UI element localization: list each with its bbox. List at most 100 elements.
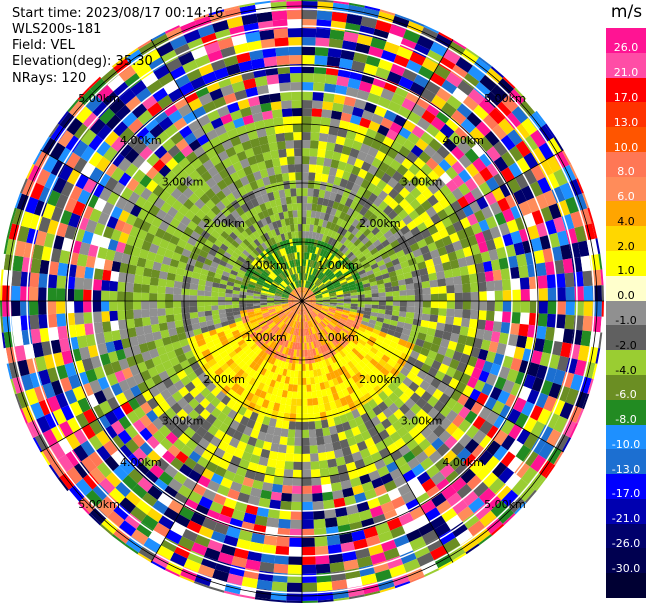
range-gate [113, 339, 124, 351]
range-gate [270, 271, 278, 278]
range-gate [263, 118, 275, 128]
range-gate [183, 89, 199, 104]
range-gate [77, 189, 91, 205]
range-gate [362, 189, 373, 200]
range-gate [221, 405, 232, 416]
range-gate [67, 98, 80, 113]
range-gate [330, 246, 337, 254]
range-gate [279, 156, 288, 166]
range-gate [383, 229, 394, 240]
range-gate [191, 542, 208, 556]
range-gate [478, 219, 490, 232]
range-gate [389, 468, 403, 481]
range-gate [391, 419, 404, 432]
range-gate [329, 302, 337, 305]
range-gate [261, 110, 274, 120]
range-gate [387, 413, 399, 425]
range-gate [420, 457, 435, 471]
range-gate [144, 332, 155, 343]
range-gate [382, 154, 394, 166]
range-gate [354, 230, 363, 239]
range-gate [328, 323, 335, 330]
range-gate [68, 212, 81, 228]
range-gate [448, 455, 464, 471]
range-gate [340, 316, 348, 321]
range-gate [245, 503, 259, 516]
range-gate [288, 311, 294, 318]
range-gate [495, 101, 512, 119]
range-gate [309, 301, 316, 303]
range-gate [429, 314, 439, 323]
range-gate [311, 108, 323, 117]
range-gate [302, 582, 318, 592]
range-gate [378, 200, 389, 212]
range-gate [194, 15, 213, 30]
range-gate [188, 398, 200, 410]
range-gate [315, 563, 331, 574]
range-gate [317, 323, 323, 331]
range-gate [288, 297, 296, 300]
range-gate [395, 268, 404, 276]
range-gate [197, 475, 211, 489]
range-gate [171, 163, 184, 176]
range-gate [409, 81, 425, 96]
range-gate [287, 210, 294, 218]
range-gate [319, 256, 325, 264]
range-gate [339, 382, 347, 391]
range-gate [288, 546, 302, 556]
range-gate [334, 311, 342, 317]
range-gate [281, 271, 287, 279]
range-gate [145, 179, 159, 193]
range-gate [324, 508, 337, 519]
range-gate [294, 266, 298, 274]
range-gate [341, 388, 350, 397]
range-gate [240, 380, 249, 390]
range-gate [345, 461, 357, 472]
range-gate [170, 414, 183, 427]
range-gate [118, 415, 133, 430]
range-gate [368, 277, 377, 283]
range-gate [458, 168, 472, 183]
range-gate [274, 302, 282, 304]
range-gate [343, 31, 359, 43]
range-gate [125, 490, 142, 507]
range-gate [291, 291, 298, 297]
range-gate [59, 249, 71, 264]
range-gate [233, 448, 245, 459]
range-gate [201, 468, 215, 481]
range-gate [269, 199, 277, 208]
range-gate [171, 199, 184, 212]
range-gate [281, 295, 289, 299]
range-gate [367, 146, 379, 158]
range-gate [42, 203, 56, 220]
range-gate [147, 102, 163, 117]
range-gate [302, 342, 305, 350]
range-gate [389, 159, 402, 171]
range-gate [298, 266, 301, 274]
range-gate [200, 204, 211, 215]
range-gate [175, 138, 189, 151]
range-gate [147, 224, 159, 236]
range-gate [258, 135, 269, 146]
range-gate [151, 31, 166, 42]
range-gate [269, 286, 277, 291]
range-gate [335, 168, 345, 179]
range-gate [287, 311, 294, 318]
range-gate [315, 211, 321, 219]
range-gate [205, 79, 221, 93]
range-gate [74, 312, 85, 325]
range-gate [181, 301, 190, 308]
range-gate [66, 117, 83, 136]
range-gate [233, 314, 242, 320]
range-gate [173, 307, 182, 315]
range-gate [199, 321, 208, 329]
range-gate [364, 342, 373, 351]
range-gate [372, 354, 382, 363]
range-gate [358, 196, 368, 207]
range-gate [247, 313, 256, 319]
range-gate [202, 263, 211, 271]
range-gate [297, 287, 300, 295]
range-gate [291, 305, 297, 311]
range-gate [307, 356, 312, 364]
range-gate [290, 274, 295, 282]
